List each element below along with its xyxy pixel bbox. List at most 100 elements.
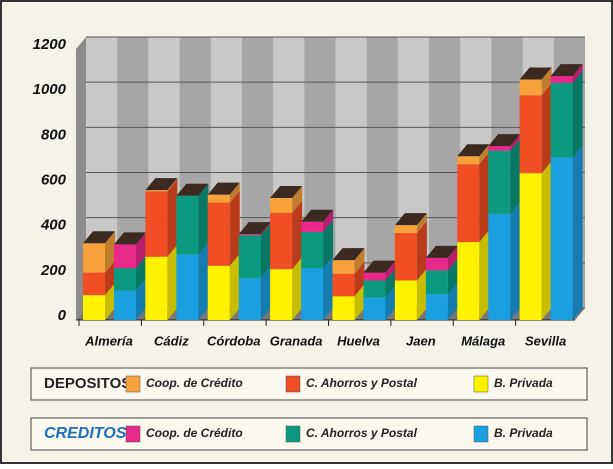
bar-front [457, 242, 480, 320]
bar-side-shade [136, 278, 146, 320]
bar-segment [550, 64, 583, 83]
bar-side-shade [260, 222, 271, 236]
bar-segment [83, 283, 115, 320]
bar-front [114, 268, 136, 291]
bar-side [260, 266, 271, 320]
bar-side [541, 83, 552, 174]
bar-front [301, 268, 324, 320]
y-tick-label: 0 [58, 307, 67, 324]
bar-side [354, 248, 365, 274]
legend-label: B. Privada [494, 426, 553, 440]
bar-top [519, 67, 552, 80]
legend-label: C. Ahorros y Postal [306, 426, 418, 440]
bar-segment [145, 178, 178, 192]
bar-segment [332, 248, 365, 274]
bar-front [145, 256, 168, 320]
bar-front [207, 265, 230, 320]
bar-segment [550, 70, 583, 158]
bar-side [510, 201, 521, 320]
bar-side-shade [323, 219, 334, 269]
bar-segment [519, 67, 552, 96]
bar-side [198, 242, 209, 320]
bar-side [167, 244, 178, 320]
bar-front [550, 82, 573, 158]
legend-swatch [473, 425, 489, 443]
bar-segment [488, 201, 521, 320]
bar-segment [207, 253, 240, 320]
bar-side [572, 70, 583, 158]
bar-side-shade [416, 221, 427, 281]
bar-side [447, 258, 458, 295]
bar-top [363, 260, 396, 273]
legend-label: C. Ahorros y Postal [306, 376, 418, 390]
bar-side-shade [510, 201, 521, 320]
bar-segment [425, 258, 458, 295]
bar-side [105, 283, 115, 320]
y-tick-label: 800 [41, 126, 67, 143]
x-tick-label: Cádiz [154, 333, 189, 348]
bar-front [270, 198, 293, 213]
bar-side [572, 64, 583, 83]
bar-side-shade [354, 284, 365, 320]
bar-side-shade [105, 260, 115, 296]
bar-top [145, 178, 178, 191]
bar-side-shade [447, 282, 458, 320]
bar-front [425, 294, 448, 320]
bar-front [176, 195, 199, 255]
bar-segment [457, 152, 490, 243]
bar-top [394, 213, 427, 226]
bar-side-shade [167, 178, 178, 192]
legend-swatch [473, 375, 489, 393]
bar-side [292, 257, 303, 320]
bar-segment [238, 223, 271, 279]
bar-front [114, 244, 136, 269]
bar-front [176, 254, 199, 320]
bar-top [488, 134, 521, 147]
bar-front [332, 260, 355, 274]
legend-box [30, 417, 588, 451]
x-tick-label: Sevilla [525, 333, 566, 348]
bar-front [550, 76, 573, 83]
legend-group: DEPOSITOS [44, 375, 131, 392]
legend-swatch [285, 425, 301, 443]
bar-segment [114, 232, 146, 269]
bar-side-shade [105, 283, 115, 320]
bar-front [457, 164, 480, 243]
bar-segment [363, 285, 396, 320]
bar-side [385, 268, 396, 298]
bar-side [510, 138, 521, 214]
bar-front [394, 233, 417, 281]
bar-side [541, 67, 552, 96]
bar-side-shade [385, 268, 396, 298]
bar-side-shade [136, 232, 146, 269]
bar-side [354, 284, 365, 320]
bar-segment [145, 179, 178, 257]
bar-top [270, 186, 303, 199]
x-tick-label: Granada [270, 333, 323, 348]
bar-front [363, 272, 386, 281]
bar-segment [238, 222, 271, 236]
bar-side-shade [323, 209, 334, 232]
bar-side [229, 182, 240, 203]
bar-front [301, 231, 324, 269]
bar-side [416, 221, 427, 281]
bar-segment [394, 268, 427, 320]
bar-side-shade [510, 134, 521, 151]
bar-top [425, 245, 458, 258]
bar-segment [238, 266, 271, 320]
bar-front [301, 221, 324, 232]
bar-front [425, 270, 448, 295]
legend-swatch [285, 375, 301, 393]
bar-top [550, 64, 583, 77]
bar-side-shade [385, 285, 396, 320]
bar-side-shade [479, 152, 490, 243]
bar-side-shade [260, 266, 271, 320]
bar-segment [550, 145, 583, 320]
x-tick-label: Huelva [337, 333, 380, 348]
legend-swatch [125, 425, 141, 443]
bar-front [363, 280, 386, 298]
bar-front [270, 269, 293, 320]
bar-side [447, 245, 458, 271]
bar-segment [425, 282, 458, 320]
bar-front [83, 243, 105, 273]
